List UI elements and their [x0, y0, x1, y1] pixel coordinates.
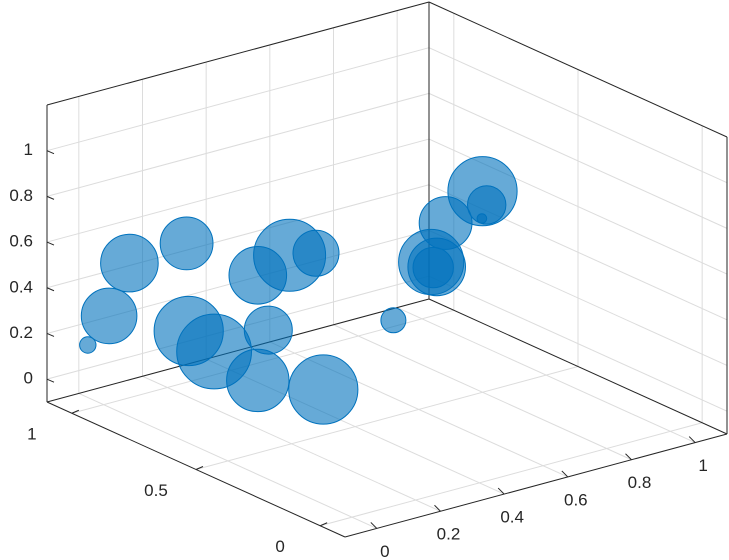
z-tick-label: 0.8: [9, 186, 33, 205]
z-tick: [46, 333, 55, 337]
z-tick-label: 0.2: [9, 323, 33, 342]
y-tick: [319, 522, 328, 527]
bubble-point-16: [80, 287, 138, 345]
bubble-point-7: [412, 246, 454, 289]
bubble-point-11: [228, 245, 288, 305]
y-tick-label: 0.5: [144, 481, 168, 500]
z-tick: [46, 241, 55, 246]
z-tick: [46, 195, 55, 200]
y-tick-label: 0: [275, 537, 284, 556]
bubble-point-3: [447, 156, 518, 227]
gridline-y-floor: [195, 366, 579, 470]
axis-box-edge: [46, 1, 430, 106]
bubble-point-5: [476, 213, 488, 224]
y-tick: [71, 409, 80, 414]
axis-box-edge: [428, 1, 728, 138]
x-tick: [434, 504, 441, 512]
axis-box-edge: [428, 298, 728, 435]
z-tick-label: 0.4: [9, 277, 33, 296]
gridline-y-floor: [320, 422, 703, 527]
z-tick-label: 0.6: [9, 232, 33, 251]
z-tick-label: 1: [24, 140, 33, 159]
z-tick: [46, 378, 55, 383]
gridline-z-sidewall: [428, 92, 728, 229]
y-tick-label: 1: [27, 425, 36, 444]
z-tick: [46, 287, 55, 292]
bubble-point-19: [226, 348, 290, 413]
bubble-point-9: [159, 216, 214, 271]
gridline-z-backwall: [46, 47, 430, 152]
gridline-z-backwall: [46, 138, 430, 243]
x-tick-label: 0.2: [437, 525, 461, 544]
bubble-point-15: [100, 233, 159, 293]
x-tick: [625, 453, 632, 461]
x-tick: [370, 522, 378, 529]
bubble-point-17: [79, 336, 97, 354]
x-tick: [561, 470, 569, 478]
x-tick-label: 0.8: [628, 473, 652, 492]
x-tick: [497, 487, 505, 495]
x-tick-label: 1: [698, 456, 707, 475]
axis-ticks: 0 0.2 0.4 0.6 0.8 1 0 0.5 1 0 0.2 0.4 0.6 0.8 1: [9, 140, 708, 560]
bubbles: [79, 156, 518, 425]
axis-box-edge: [344, 433, 728, 538]
z-tick: [46, 150, 55, 155]
x-tick-label: 0.4: [500, 508, 524, 527]
bubble-point-20: [288, 354, 359, 425]
bubble-point-8: [380, 307, 407, 334]
x-tick-label: 0.6: [564, 490, 588, 509]
y-tick: [195, 466, 204, 470]
x-tick-label: 0: [380, 542, 389, 560]
x-tick: [688, 436, 696, 443]
gridline-z-sidewall: [428, 275, 728, 412]
gridline-z-sidewall: [428, 230, 728, 366]
gridline-z-sidewall: [428, 47, 728, 184]
gridline-z-backwall: [46, 92, 430, 197]
bubble-point-12: [292, 229, 340, 277]
z-tick-label: 0: [24, 369, 33, 388]
